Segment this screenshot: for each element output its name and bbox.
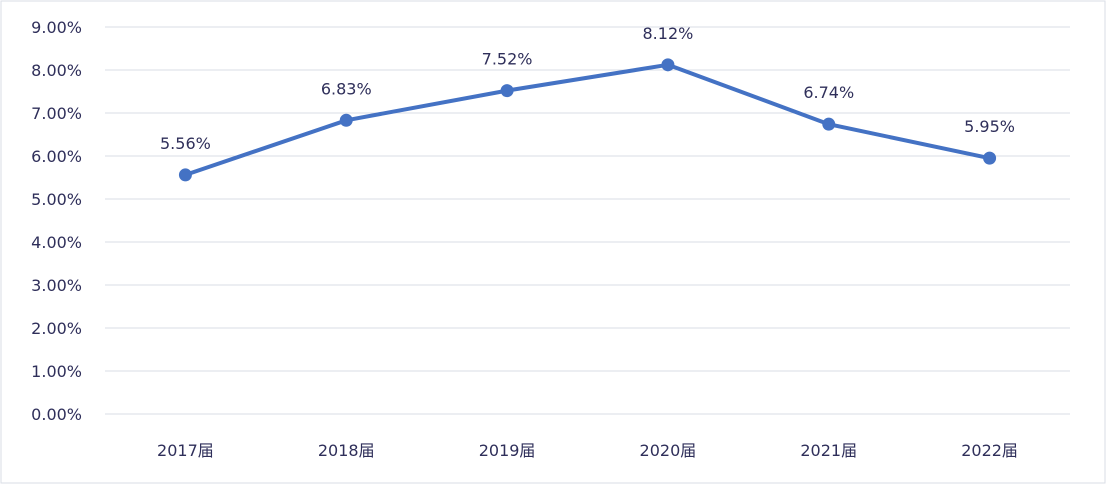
data-point	[339, 113, 353, 127]
data-point	[178, 168, 192, 182]
y-tick-labels: 0.00% 1.00% 2.00% 3.00% 4.00% 5.00% 6.00% 7.00%…	[31, 18, 82, 424]
y-tick-label: 8.00%	[31, 61, 82, 80]
y-tick-label: 2.00%	[31, 319, 82, 338]
data-label: 7.52%	[482, 50, 533, 69]
data-label: 5.95%	[964, 117, 1015, 136]
x-tick-labels: 2017届 2018届 2019届 2020届 2021届 2022届	[157, 441, 1018, 460]
data-point	[661, 58, 675, 72]
data-labels: 5.56% 6.83% 7.52% 8.12% 6.74% 5.95%	[160, 24, 1015, 153]
y-tick-label: 7.00%	[31, 104, 82, 123]
x-tick-label: 2017届	[157, 441, 214, 460]
y-tick-label: 5.00%	[31, 190, 82, 209]
data-point	[822, 117, 836, 131]
y-tick-label: 1.00%	[31, 362, 82, 381]
data-label: 6.74%	[803, 83, 854, 102]
data-point	[500, 84, 514, 98]
series-line	[183, 62, 992, 177]
y-tick-label: 6.00%	[31, 147, 82, 166]
y-tick-label: 0.00%	[31, 405, 82, 424]
x-tick-label: 2020届	[640, 441, 697, 460]
data-label: 5.56%	[160, 134, 211, 153]
series-points	[178, 58, 997, 182]
x-tick-label: 2021届	[800, 441, 857, 460]
x-tick-label: 2019届	[479, 441, 536, 460]
x-tick-label: 2022届	[961, 441, 1018, 460]
y-tick-label: 4.00%	[31, 233, 82, 252]
data-label: 8.12%	[643, 24, 694, 43]
y-tick-label: 9.00%	[31, 18, 82, 37]
y-tick-label: 3.00%	[31, 276, 82, 295]
x-tick-label: 2018届	[318, 441, 375, 460]
gridlines	[105, 26, 1070, 415]
data-label: 6.83%	[321, 79, 372, 98]
data-point	[983, 151, 997, 165]
